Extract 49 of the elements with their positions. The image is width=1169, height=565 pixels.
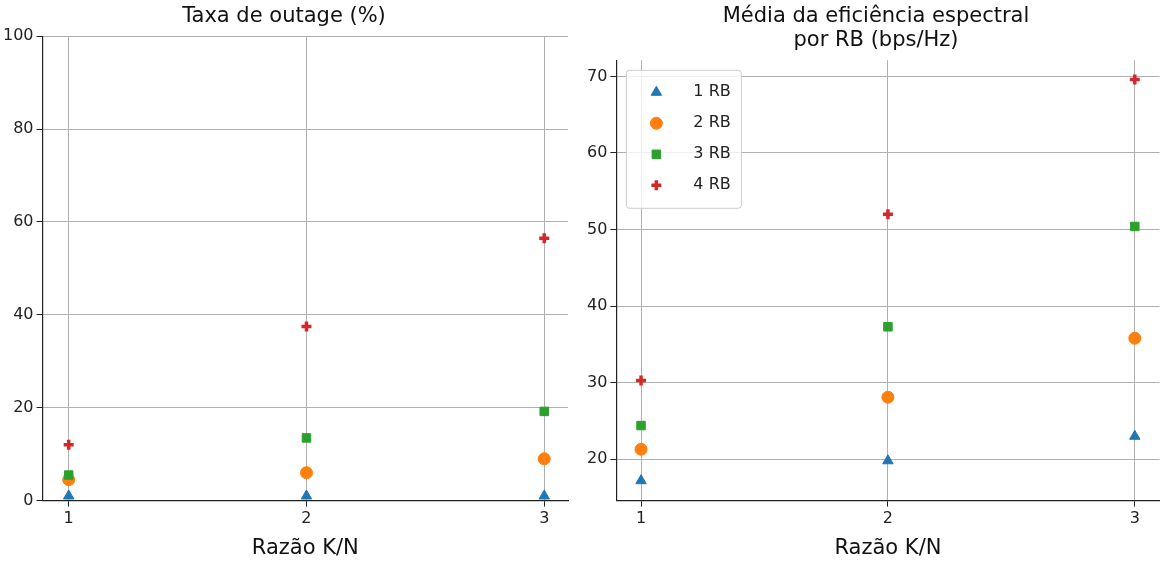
point <box>63 470 74 480</box>
point <box>538 489 550 500</box>
point <box>634 373 648 388</box>
point <box>61 438 76 452</box>
legend-label: 4 RB <box>693 174 731 194</box>
point <box>636 420 646 431</box>
point <box>1128 72 1142 87</box>
y-tick-label: 70 <box>587 65 608 85</box>
y-tick-label: 80 <box>13 118 34 138</box>
x-tick-label: 2 <box>882 508 894 528</box>
point <box>634 442 648 456</box>
legend-label: 1 RB <box>693 81 731 101</box>
x-tick-label: 3 <box>539 508 550 528</box>
chart-title: Média da eficiência espectral por RB (bps/Hz) <box>722 2 1030 51</box>
point <box>301 433 312 443</box>
x-axis-title: Razão K/N <box>834 534 942 559</box>
y-tick-label: 60 <box>587 142 608 162</box>
y-tick-label: 30 <box>587 371 608 391</box>
y-tick-label: 100 <box>2 25 34 45</box>
y-tick-label: 50 <box>587 218 608 238</box>
point <box>882 454 894 465</box>
point <box>883 322 893 332</box>
point <box>299 319 314 334</box>
point <box>1128 331 1142 345</box>
legend-label: 2 RB <box>693 112 731 132</box>
y-tick-label: 0 <box>23 489 34 509</box>
point <box>539 406 549 417</box>
point <box>300 489 313 500</box>
point <box>881 390 895 404</box>
legend-label: 3 RB <box>693 143 731 163</box>
point <box>1130 221 1140 232</box>
y-tick-label: 40 <box>587 295 608 315</box>
y-tick-label: 20 <box>13 396 34 416</box>
point <box>299 466 313 480</box>
point <box>635 474 647 485</box>
point <box>537 231 551 245</box>
y-tick-label: 20 <box>587 448 608 468</box>
x-tick-label: 1 <box>635 508 647 528</box>
chart-title: Taxa de outage (%) <box>181 2 386 27</box>
point <box>881 207 895 221</box>
x-tick-label: 1 <box>63 508 74 528</box>
point <box>63 489 75 500</box>
x-tick-label: 2 <box>301 508 312 528</box>
x-axis-title: Razão K/N <box>251 534 359 559</box>
x-tick-label: 3 <box>1129 508 1140 528</box>
point <box>1129 429 1141 440</box>
y-tick-label: 60 <box>13 211 34 231</box>
point <box>537 452 551 466</box>
y-tick-label: 40 <box>13 303 34 323</box>
